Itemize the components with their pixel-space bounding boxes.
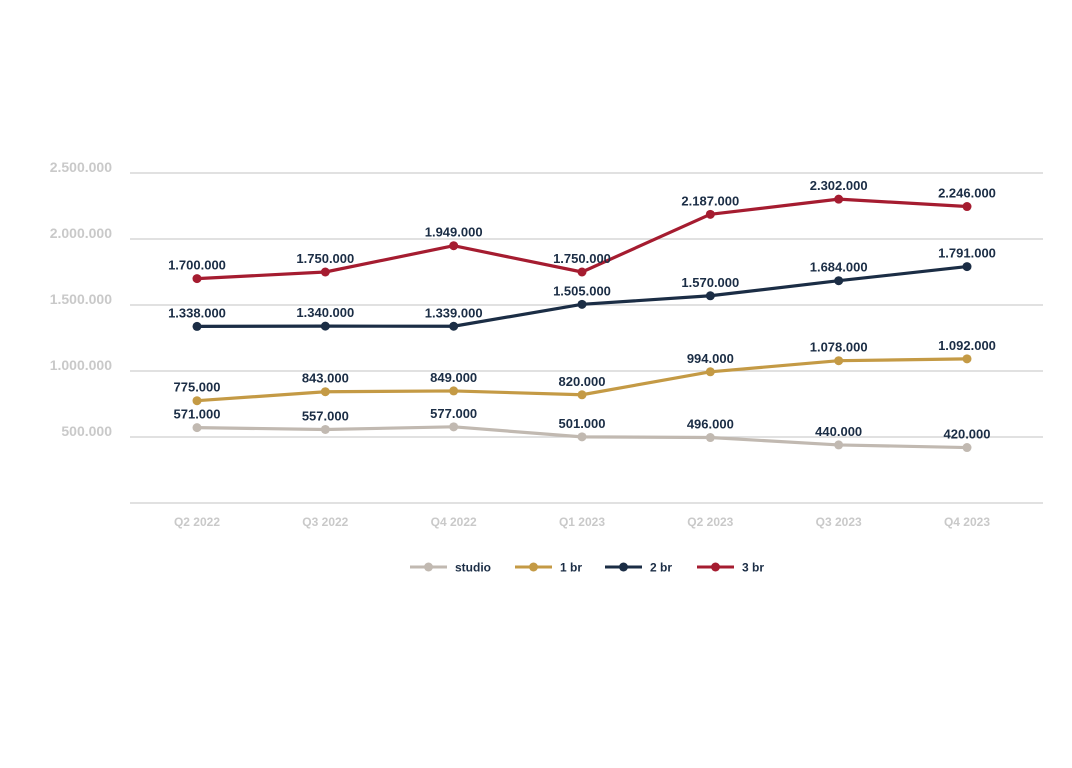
data-label: 577.000 (430, 406, 477, 421)
data-point (192, 274, 202, 284)
gridlines (130, 172, 1043, 504)
data-point (577, 267, 587, 277)
data-point (962, 354, 972, 364)
data-point (320, 267, 330, 277)
x-tick-label: Q3 2023 (816, 515, 862, 529)
data-label: 1.505.000 (553, 283, 611, 298)
y-tick-label: 1.000.000 (50, 357, 112, 373)
data-point (834, 356, 844, 366)
data-point (192, 396, 202, 406)
x-tick-label: Q2 2022 (174, 515, 220, 529)
data-point (192, 321, 202, 331)
data-point (705, 367, 715, 377)
legend-label: 2 br (650, 561, 672, 575)
data-point (320, 321, 330, 331)
legend-marker (711, 562, 720, 572)
data-point (705, 291, 715, 301)
data-point (449, 386, 459, 396)
data-label: 420.000 (944, 427, 991, 442)
x-tick-label: Q3 2022 (302, 515, 348, 529)
data-point (962, 443, 972, 453)
legend-label: 1 br (560, 561, 582, 575)
data-label: 496.000 (687, 417, 734, 432)
data-label: 1.340.000 (296, 305, 354, 320)
x-tick-label: Q4 2022 (431, 515, 477, 529)
x-tick-label: Q4 2023 (944, 515, 990, 529)
data-label: 557.000 (302, 408, 349, 423)
x-axis: Q2 2022 Q3 2022 Q4 2022 Q1 2023 Q2 2023 Q3 20… (174, 515, 990, 529)
data-label: 1.750.000 (296, 251, 354, 266)
data-point (962, 202, 972, 212)
data-label: 571.000 (174, 407, 221, 422)
data-label: 1.791.000 (938, 246, 996, 261)
data-label: 1.570.000 (681, 275, 739, 290)
y-tick-label: 2.000.000 (50, 225, 112, 241)
data-point (320, 387, 330, 397)
series-lines (192, 194, 972, 453)
y-tick-label: 500.000 (61, 423, 112, 439)
data-point (705, 433, 715, 443)
data-label: 994.000 (687, 351, 734, 366)
data-point (449, 422, 459, 432)
data-point (577, 390, 587, 400)
data-label: 1.339.000 (425, 305, 483, 320)
data-label: 501.000 (559, 416, 606, 431)
data-point (320, 424, 330, 434)
data-label: 1.078.000 (810, 340, 868, 355)
data-label: 2.187.000 (681, 193, 739, 208)
data-point (449, 321, 459, 331)
data-label: 2.302.000 (810, 178, 868, 193)
data-point (834, 440, 844, 450)
data-point (962, 262, 972, 272)
y-tick-label: 2.500.000 (50, 159, 112, 175)
data-label: 1.684.000 (810, 260, 868, 275)
data-labels: 571.000 557.000 577.000 501.000 496.000 440.0… (168, 178, 996, 441)
x-tick-label: Q2 2023 (687, 515, 733, 529)
legend-label: 3 br (742, 561, 764, 575)
data-label: 775.000 (174, 380, 221, 395)
data-label: 440.000 (815, 424, 862, 439)
data-label: 820.000 (559, 374, 606, 389)
legend: studio 1 br 2 br 3 br (410, 561, 764, 575)
data-label: 1.338.000 (168, 305, 226, 320)
y-tick-label: 1.500.000 (50, 291, 112, 307)
y-axis: 500.000 1.000.000 1.500.000 2.000.000 2.500.… (50, 159, 113, 439)
data-point (449, 241, 459, 251)
data-label: 843.000 (302, 371, 349, 386)
legend-label: studio (455, 561, 491, 575)
legend-marker (619, 562, 628, 572)
data-point (577, 299, 587, 309)
data-label: 2.246.000 (938, 186, 996, 201)
legend-marker (529, 562, 538, 572)
data-point (834, 194, 844, 204)
data-point (834, 276, 844, 286)
data-label: 1.750.000 (553, 251, 611, 266)
legend-marker (424, 562, 433, 572)
data-point (705, 209, 715, 219)
data-label: 1.949.000 (425, 225, 483, 240)
data-label: 1.700.000 (168, 258, 226, 273)
data-label: 1.092.000 (938, 338, 996, 353)
x-tick-label: Q1 2023 (559, 515, 605, 529)
data-point (192, 423, 202, 433)
data-label: 849.000 (430, 370, 477, 385)
data-point (577, 432, 587, 442)
